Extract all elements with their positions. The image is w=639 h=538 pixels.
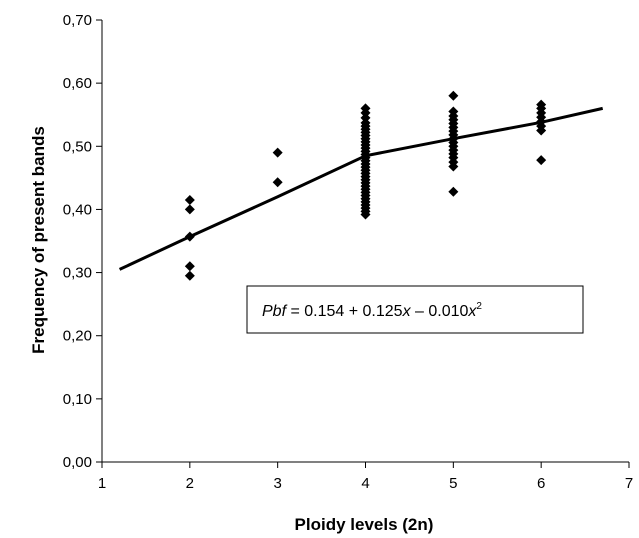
equation-box: Pbf = 0.154 + 0.125x – 0.010x2 [246,285,584,334]
data-point [360,117,371,128]
data-point [184,194,195,205]
data-point [448,90,459,101]
x-tick-label: 4 [361,475,369,492]
data-point [272,177,283,188]
equation-lhs: Pbf [262,303,288,320]
equation-x2: x [467,303,477,320]
y-tick-label: 0,10 [63,391,92,408]
equation-part1: = 0.154 + 0.125 [286,303,403,320]
x-axis-title: Ploidy levels (2n) [295,515,434,534]
y-tick-label: 0,30 [63,265,92,282]
x-tick-label: 7 [625,475,633,492]
data-point [184,270,195,281]
data-point [360,112,371,123]
x-tick-label: 5 [449,475,457,492]
data-point [184,204,195,215]
x-axis-ticks: 1 2 3 4 5 6 7 [98,462,633,492]
data-point [448,106,459,117]
y-axis-title: Frequency of present bands [29,126,48,354]
data-point [272,147,283,158]
data-point [448,186,459,197]
fit-line [118,106,604,271]
data-point [536,155,547,166]
y-tick-label: 0,50 [63,138,92,155]
y-tick-label: 0,40 [63,201,92,218]
equation-frame [246,285,584,334]
y-tick-label: 0,00 [63,454,92,471]
data-point [536,99,547,110]
x-tick-label: 6 [537,475,545,492]
data-point [184,261,195,272]
equation-text: Pbf = 0.154 + 0.125x – 0.010x2 [262,301,482,320]
x-tick-label: 2 [186,475,194,492]
y-tick-label: 0,70 [63,12,92,29]
y-tick-label: 0,60 [63,75,92,92]
equation-x1: x [402,303,412,320]
data-points [184,90,547,281]
data-point [360,103,371,114]
y-axis-ticks: 0,00 0,10 0,20 0,30 0,40 0,50 0,60 0,70 [63,12,102,471]
equation-part2: – 0.010 [411,303,469,320]
x-tick-label: 1 [98,475,106,492]
x-tick-label: 3 [273,475,281,492]
y-tick-label: 0,20 [63,328,92,345]
equation-exponent: 2 [476,301,482,312]
